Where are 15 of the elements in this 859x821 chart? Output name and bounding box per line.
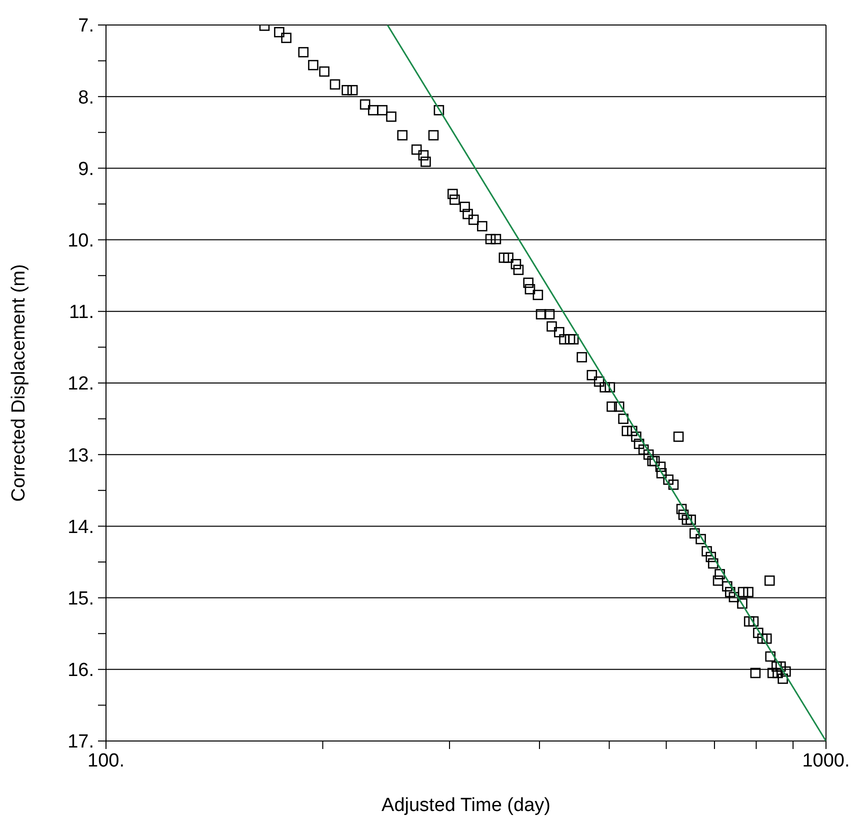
y-tick-label: 12. — [68, 374, 94, 395]
y-tick-label: 14. — [68, 516, 94, 538]
y-tick-label: 15. — [68, 588, 94, 610]
x-axis-title: Adjusted Time (day) — [382, 795, 550, 816]
y-axis-title: Corrected Displacement (m) — [8, 264, 30, 502]
y-tick-label: 17. — [68, 732, 94, 753]
x-tick-label: 1000. — [802, 750, 850, 772]
y-tick-label: 10. — [68, 230, 94, 252]
x-tick-label: 100. — [88, 750, 124, 772]
y-tick-label: 16. — [68, 660, 94, 682]
y-tick-label: 7. — [78, 16, 94, 37]
y-tick-label: 9. — [78, 158, 94, 180]
y-tick-label: 13. — [68, 445, 94, 466]
y-tick-label: 11. — [68, 302, 94, 324]
y-tick-label: 8. — [78, 87, 94, 108]
